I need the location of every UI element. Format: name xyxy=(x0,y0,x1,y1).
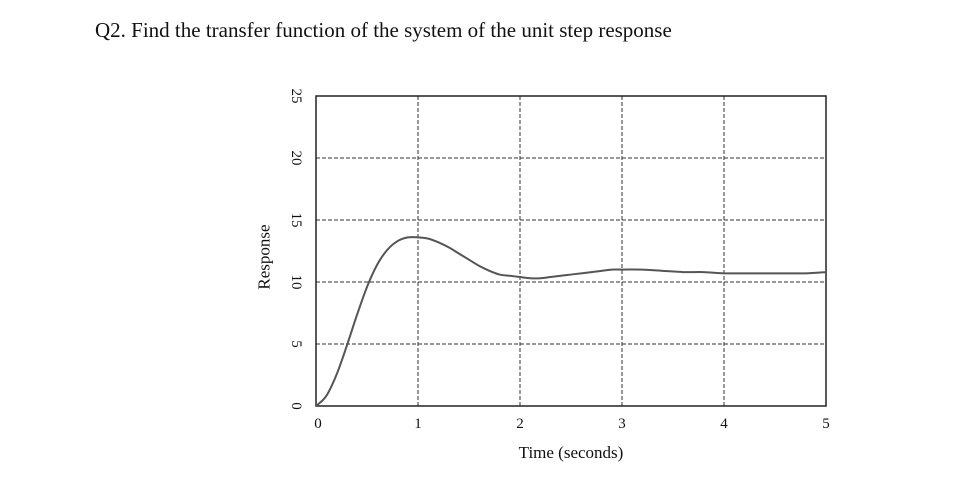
x-tick-label-0: 0 xyxy=(314,416,322,432)
y-tick-label-4: 20 xyxy=(288,151,304,166)
axis-ticks: 0 1 2 3 4 5 0 5 10 15 20 25 xyxy=(288,89,830,433)
x-tick-label-5: 5 xyxy=(822,416,830,432)
x-tick-label-1: 1 xyxy=(414,416,422,432)
response-series-line xyxy=(315,236,827,407)
y-tick-label-1: 5 xyxy=(288,340,304,348)
x-tick-label-4: 4 xyxy=(720,416,728,432)
y-tick-label-5: 25 xyxy=(288,89,304,104)
y-tick-label-2: 10 xyxy=(288,275,304,290)
y-axis-title: Response xyxy=(255,224,274,289)
question-text: Q2. Find the transfer function of the sy… xyxy=(95,18,672,42)
y-tick-label-3: 15 xyxy=(288,213,304,228)
grid-lines xyxy=(316,96,826,406)
plot-frame xyxy=(315,95,827,407)
y-tick-label-0: 0 xyxy=(288,402,304,410)
x-tick-label-3: 3 xyxy=(618,416,626,432)
x-axis-title: Time (seconds) xyxy=(519,443,624,462)
x-tick-label-2: 2 xyxy=(516,416,524,432)
